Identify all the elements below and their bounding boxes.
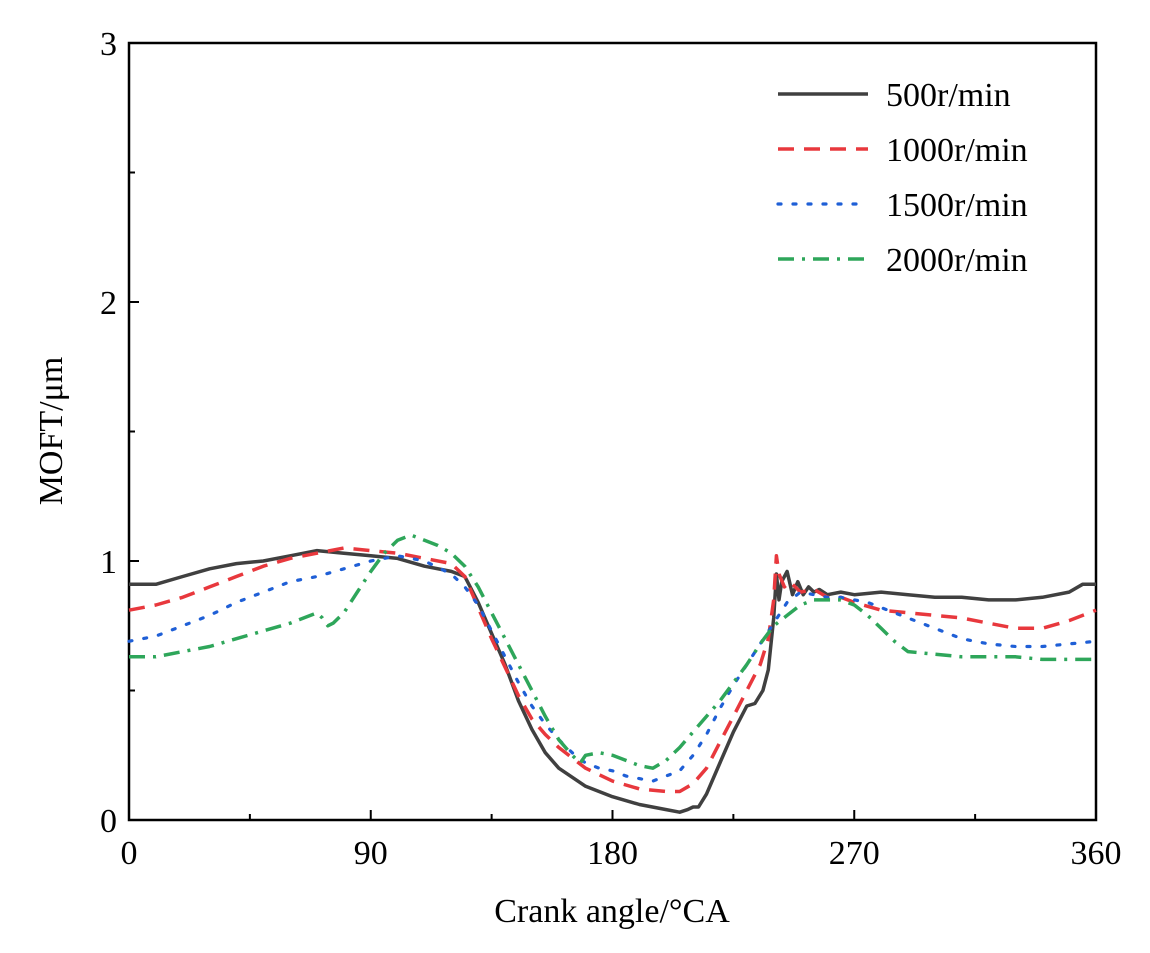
y-tick-label: 1 bbox=[100, 544, 117, 581]
series-line-500r-min bbox=[129, 548, 1096, 814]
x-tick-label: 90 bbox=[354, 835, 388, 872]
x-tick-label: 0 bbox=[121, 835, 138, 872]
series-line-1000r-min bbox=[128, 546, 1097, 794]
legend: 500r/min 1000r/min 1500r/min 2000r/min bbox=[776, 77, 1028, 279]
series-group bbox=[127, 533, 1098, 814]
y-tick-label: 0 bbox=[100, 803, 117, 840]
legend-label: 1000r/min bbox=[886, 132, 1028, 169]
legend-label: 2000r/min bbox=[886, 242, 1028, 279]
series-line-2000r-min bbox=[129, 533, 1096, 770]
x-tick-label: 180 bbox=[587, 835, 638, 872]
series-line-1500r-min bbox=[127, 554, 1098, 783]
x-tick-label: 360 bbox=[1071, 835, 1122, 872]
legend-label: 1500r/min bbox=[886, 187, 1028, 224]
legend-label: 500r/min bbox=[886, 77, 1011, 114]
y-axis-title: MOFT/μm bbox=[33, 357, 70, 506]
ticks-group: 0 90 180 270 360 0 1 2 3 bbox=[100, 26, 1122, 872]
y-tick-label: 3 bbox=[100, 26, 117, 63]
y-tick-label: 2 bbox=[100, 285, 117, 322]
x-tick-label: 270 bbox=[829, 835, 880, 872]
x-axis-title: Crank angle/°CA bbox=[494, 893, 730, 930]
